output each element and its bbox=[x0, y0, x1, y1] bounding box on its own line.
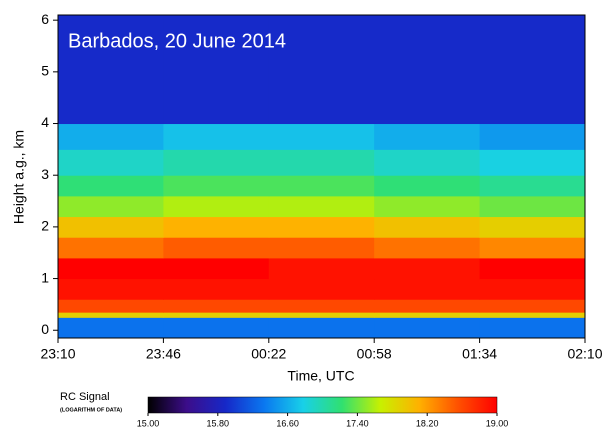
y-tick-label: 5 bbox=[41, 63, 49, 79]
heatmap-cell bbox=[163, 317, 269, 338]
x-tick-label: 23:10 bbox=[40, 346, 75, 362]
heatmap-cell bbox=[480, 312, 586, 318]
y-tick-label: 2 bbox=[41, 218, 49, 234]
heatmap-cell bbox=[480, 15, 586, 124]
colorbar-title: RC Signal bbox=[60, 391, 110, 403]
colorbar-tick-label: 18.20 bbox=[416, 418, 439, 428]
heatmap-cell bbox=[480, 175, 586, 196]
heatmap-cell bbox=[480, 299, 586, 312]
heatmap-cell bbox=[269, 196, 375, 217]
x-axis-label: Time, UTC bbox=[287, 368, 354, 384]
heatmap-cell bbox=[374, 15, 480, 124]
heatmap-cell bbox=[269, 279, 375, 300]
heatmap-cell bbox=[480, 149, 586, 175]
heatmap-cell bbox=[163, 279, 269, 300]
colorbar-tick-label: 17.40 bbox=[346, 418, 369, 428]
heatmap-cell bbox=[163, 299, 269, 312]
heatmap-cell bbox=[480, 196, 586, 217]
heatmap-cell bbox=[163, 217, 269, 238]
colorbar-tick-label: 15.80 bbox=[207, 418, 230, 428]
heatmap-cell bbox=[58, 124, 164, 150]
heatmap-cell bbox=[58, 317, 164, 338]
heatmap-cell bbox=[374, 237, 480, 258]
y-tick-label: 1 bbox=[41, 269, 49, 285]
colorbar-tick-label: 19.00 bbox=[486, 418, 509, 428]
heatmap-cell bbox=[269, 299, 375, 312]
heatmap-cell bbox=[163, 149, 269, 175]
heatmap-cell bbox=[58, 312, 164, 318]
x-tick-label: 01:34 bbox=[462, 346, 497, 362]
x-tick-label: 00:22 bbox=[251, 346, 286, 362]
colorbar bbox=[148, 397, 497, 413]
heatmap-cell bbox=[163, 175, 269, 196]
heatmap-cell bbox=[374, 149, 480, 175]
heatmap-cell bbox=[269, 124, 375, 150]
heatmap-cell bbox=[163, 312, 269, 318]
colorbar-tick-label: 15.00 bbox=[137, 418, 160, 428]
heatmap-cell bbox=[58, 175, 164, 196]
heatmap-cell bbox=[269, 175, 375, 196]
heatmap-cell bbox=[58, 149, 164, 175]
heatmap-cell bbox=[163, 237, 269, 258]
heatmap-cell bbox=[374, 279, 480, 300]
heatmap-cell bbox=[480, 258, 586, 279]
heatmap-cell bbox=[269, 258, 375, 279]
x-tick-label: 00:58 bbox=[357, 346, 392, 362]
heatmap-cell bbox=[58, 237, 164, 258]
heatmap-cell bbox=[58, 279, 164, 300]
heatmap-cell bbox=[269, 317, 375, 338]
heatmap-cell bbox=[374, 258, 480, 279]
y-tick-label: 0 bbox=[41, 321, 49, 337]
colorbar-tick-label: 16.60 bbox=[276, 418, 299, 428]
x-tick-label: 02:10 bbox=[567, 346, 602, 362]
heatmap-cell bbox=[480, 279, 586, 300]
heatmap-cell bbox=[480, 317, 586, 338]
heatmap-cell bbox=[480, 217, 586, 238]
heatmap-cell bbox=[58, 196, 164, 217]
heatmap-cell bbox=[374, 196, 480, 217]
heatmap-cell bbox=[269, 312, 375, 318]
heatmap-cell bbox=[58, 217, 164, 238]
heatmap-cell bbox=[374, 317, 480, 338]
y-tick-label: 6 bbox=[41, 11, 49, 27]
y-tick-label: 3 bbox=[41, 166, 49, 182]
heatmap-cell bbox=[269, 217, 375, 238]
heatmap-cell bbox=[480, 124, 586, 150]
heatmap-cell bbox=[269, 149, 375, 175]
heatmap-cell bbox=[374, 124, 480, 150]
heatmap-cell bbox=[374, 312, 480, 318]
chart: Height a.g., km Time, UTC RC Signal (LOG… bbox=[0, 0, 603, 430]
heatmap-cell bbox=[374, 299, 480, 312]
heatmap-cell bbox=[374, 217, 480, 238]
y-tick-label: 4 bbox=[41, 114, 49, 130]
heatmap-cell bbox=[58, 258, 164, 279]
heatmap-cell bbox=[58, 299, 164, 312]
chart-title: Barbados, 20 June 2014 bbox=[68, 30, 286, 52]
heatmap-cell bbox=[374, 175, 480, 196]
heatmap-cell bbox=[163, 258, 269, 279]
colorbar-subtitle: (LOGARITHM OF DATA) bbox=[60, 407, 122, 413]
heatmap-cell bbox=[269, 237, 375, 258]
heatmap-cell bbox=[163, 124, 269, 150]
heatmap-cell bbox=[163, 196, 269, 217]
x-tick-label: 23:46 bbox=[146, 346, 181, 362]
heatmap-cell bbox=[480, 237, 586, 258]
y-axis-label: Height a.g., km bbox=[11, 130, 27, 224]
